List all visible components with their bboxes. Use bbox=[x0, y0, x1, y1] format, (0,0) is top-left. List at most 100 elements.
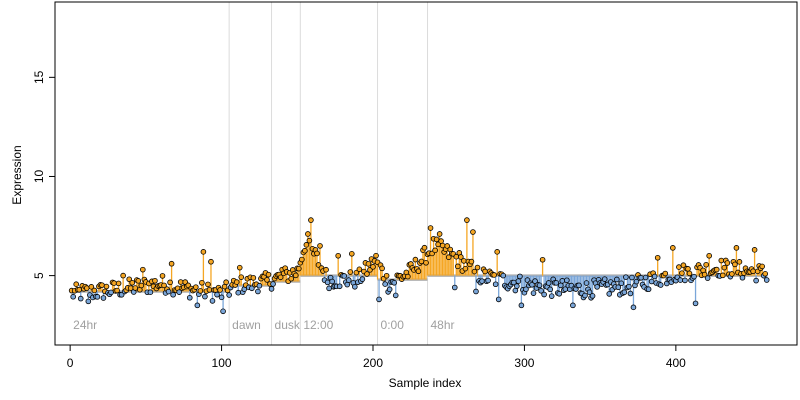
data-point bbox=[302, 247, 308, 254]
data-point bbox=[391, 279, 398, 286]
data-point bbox=[436, 231, 443, 237]
data-point bbox=[601, 276, 608, 282]
data-point bbox=[120, 272, 126, 279]
segment-label: dawn bbox=[232, 318, 261, 332]
data-point bbox=[677, 277, 684, 283]
data-point bbox=[220, 308, 226, 315]
segment-labels: 24hr dawn dusk 12:00 0:00 48hr bbox=[73, 318, 454, 332]
data-point bbox=[538, 287, 544, 294]
data-point bbox=[670, 245, 676, 251]
data-point bbox=[541, 291, 547, 298]
axes: 0 100 200 300 400 5 10 15 bbox=[32, 1, 798, 370]
data-point bbox=[445, 254, 452, 261]
data-point bbox=[514, 283, 520, 289]
data-point bbox=[270, 281, 276, 287]
data-point bbox=[299, 256, 305, 263]
data-point bbox=[613, 276, 620, 283]
data-point bbox=[629, 274, 635, 281]
segment-label: dusk bbox=[275, 318, 301, 332]
data-point bbox=[114, 287, 120, 294]
data-point bbox=[638, 275, 644, 281]
x-tick-label: 0 bbox=[67, 356, 74, 370]
data-point bbox=[651, 273, 658, 280]
data-point bbox=[679, 270, 685, 276]
data-point bbox=[615, 284, 622, 291]
data-point bbox=[217, 287, 223, 293]
data-point bbox=[474, 264, 481, 271]
data-point bbox=[138, 282, 145, 289]
data-point bbox=[167, 279, 173, 286]
data-point bbox=[326, 285, 332, 292]
data-point bbox=[627, 290, 634, 297]
data-point bbox=[418, 258, 425, 265]
data-point bbox=[412, 256, 419, 263]
data-point bbox=[265, 271, 272, 278]
data-point bbox=[405, 273, 411, 280]
data-point bbox=[264, 277, 270, 283]
data-point bbox=[317, 243, 323, 249]
data-point bbox=[494, 249, 500, 255]
data-point bbox=[329, 278, 335, 285]
data-point bbox=[523, 286, 529, 293]
data-point bbox=[701, 271, 708, 278]
data-point bbox=[471, 268, 478, 275]
data-point bbox=[177, 279, 184, 285]
data-point bbox=[135, 278, 142, 284]
data-point bbox=[623, 274, 629, 280]
data-point bbox=[233, 279, 240, 285]
segment-label: 0:00 bbox=[381, 318, 405, 332]
data-point bbox=[473, 288, 479, 295]
data-point bbox=[444, 243, 451, 249]
data-point bbox=[589, 293, 596, 299]
y-axis-label: Expression bbox=[10, 145, 24, 204]
data-point bbox=[214, 291, 220, 298]
data-point bbox=[129, 279, 136, 286]
y-tick-label: 5 bbox=[32, 272, 46, 279]
data-point bbox=[359, 276, 366, 282]
data-point bbox=[482, 268, 488, 275]
data-point bbox=[582, 292, 588, 299]
data-point bbox=[132, 285, 139, 291]
data-point bbox=[176, 289, 182, 295]
data-point bbox=[645, 286, 652, 293]
data-point bbox=[382, 281, 388, 287]
data-point bbox=[126, 276, 132, 283]
data-point bbox=[100, 295, 107, 301]
data-point bbox=[238, 274, 245, 280]
x-tick-label: 300 bbox=[514, 356, 534, 370]
segment-label: 24hr bbox=[73, 318, 97, 332]
data-point bbox=[108, 289, 114, 296]
data-point bbox=[99, 282, 105, 288]
data-point bbox=[364, 271, 370, 277]
data-point bbox=[159, 273, 166, 279]
data-point bbox=[152, 277, 158, 284]
data-point bbox=[170, 291, 176, 298]
data-point bbox=[249, 285, 255, 292]
data-point bbox=[115, 280, 122, 287]
data-point bbox=[458, 254, 464, 260]
data-point bbox=[518, 302, 525, 309]
data-point bbox=[373, 252, 379, 259]
data-point bbox=[295, 265, 302, 272]
data-point bbox=[423, 260, 429, 266]
data-point bbox=[336, 283, 343, 290]
y-tick-label: 15 bbox=[32, 70, 46, 84]
data-point bbox=[433, 236, 440, 243]
data-point bbox=[345, 277, 352, 283]
data-point bbox=[235, 289, 242, 296]
data-point bbox=[194, 302, 201, 309]
data-point bbox=[256, 282, 263, 289]
data-point bbox=[548, 293, 555, 299]
data-point bbox=[539, 256, 546, 263]
data-point bbox=[642, 274, 649, 281]
data-point bbox=[530, 290, 537, 296]
data-point bbox=[268, 286, 275, 292]
data-point bbox=[288, 275, 295, 282]
data-point bbox=[654, 254, 661, 261]
data-point bbox=[553, 280, 560, 286]
data-point bbox=[306, 237, 313, 244]
data-point bbox=[347, 269, 354, 275]
data-point bbox=[719, 272, 726, 279]
data-point bbox=[226, 292, 232, 298]
